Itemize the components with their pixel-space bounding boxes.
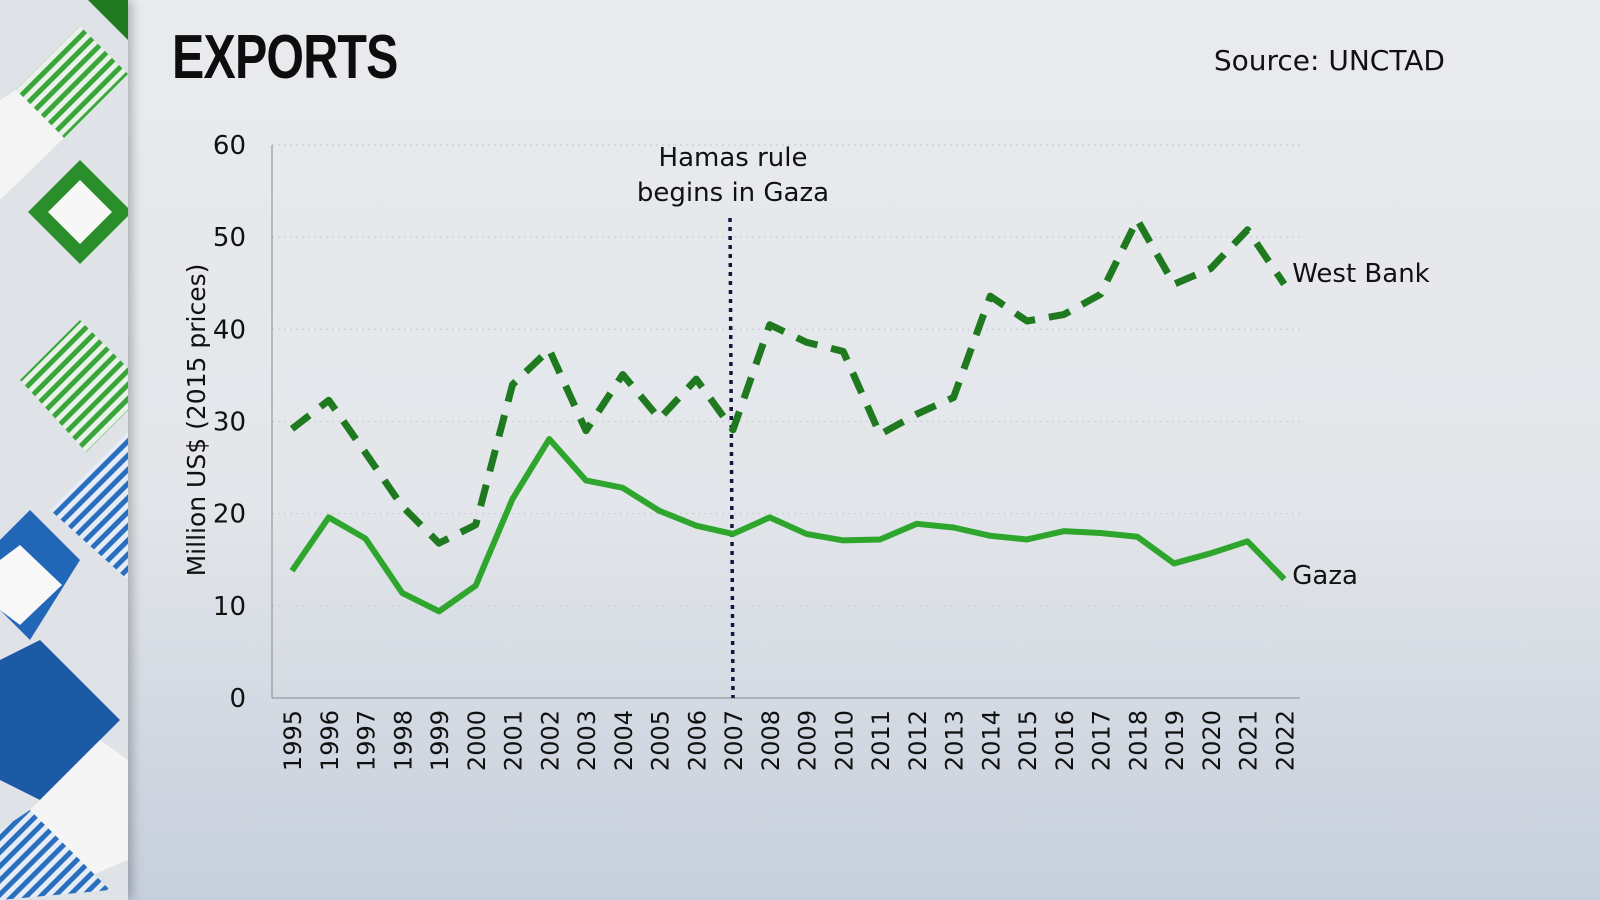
x-tick-label: 2004 — [610, 710, 638, 771]
x-tick-label: 2006 — [683, 710, 711, 771]
chart-title: EXPORTS — [172, 23, 398, 92]
x-tick-label: 2018 — [1124, 710, 1152, 771]
west-bank-line — [289, 216, 1288, 547]
x-tick-label: 2001 — [500, 710, 528, 771]
y-tick-label: 0 — [229, 684, 246, 714]
gridlines — [272, 144, 1300, 607]
x-tick-label: 1997 — [353, 710, 381, 771]
x-tick-label: 2010 — [830, 710, 858, 771]
x-tick-label: 1999 — [426, 710, 454, 771]
x-tick-labels: 1995 1996 1997 1998 1999 2000 2001 2002 2003 2004… — [279, 710, 1299, 771]
x-tick-label: 2012 — [904, 710, 932, 771]
x-tick-label: 1998 — [389, 710, 417, 771]
hamas-rule-marker-line — [728, 217, 735, 699]
y-tick-label: 60 — [213, 131, 246, 161]
x-tick-label: 2000 — [463, 710, 491, 771]
y-tick-labels: 0 10 20 30 40 50 60 — [213, 131, 246, 714]
x-tick-label: 2007 — [720, 710, 748, 771]
y-tick-label: 20 — [213, 500, 246, 530]
x-tick-label: 1995 — [279, 710, 307, 771]
y-axis-title: Million US$ (2015 prices) — [182, 264, 211, 577]
x-tick-label: 2020 — [1198, 710, 1226, 771]
x-tick-label: 2005 — [647, 710, 675, 771]
x-tick-label: 2014 — [977, 710, 1005, 771]
x-tick-label: 2019 — [1161, 710, 1189, 771]
x-tick-label: 2013 — [941, 710, 969, 771]
annotation-line-1: Hamas rule — [659, 143, 808, 173]
source-label: Source: UNCTAD — [1213, 44, 1445, 77]
x-tick-label: 2002 — [536, 710, 564, 771]
x-tick-label: 2003 — [573, 710, 601, 771]
decorative-side-strip — [0, 0, 128, 900]
y-tick-label: 40 — [213, 315, 246, 345]
x-tick-label: 2009 — [794, 710, 822, 771]
gaza-label: Gaza — [1292, 561, 1358, 591]
x-tick-label: 2011 — [867, 710, 895, 771]
x-tick-label: 2016 — [1051, 710, 1079, 771]
x-tick-label: 2015 — [1014, 710, 1042, 771]
y-tick-label: 50 — [213, 223, 246, 253]
annotation-line-2: begins in Gaza — [637, 178, 829, 208]
x-tick-label: 2021 — [1235, 710, 1263, 771]
x-tick-label: 2022 — [1271, 710, 1299, 771]
x-tick-label: 2008 — [757, 710, 785, 771]
west-bank-label: West Bank — [1292, 259, 1430, 289]
y-tick-label: 30 — [213, 408, 246, 438]
gaza-line — [289, 436, 1287, 615]
x-tick-label: 2017 — [1088, 710, 1116, 771]
y-tick-label: 10 — [213, 592, 246, 622]
x-tick-label: 1996 — [316, 710, 344, 771]
